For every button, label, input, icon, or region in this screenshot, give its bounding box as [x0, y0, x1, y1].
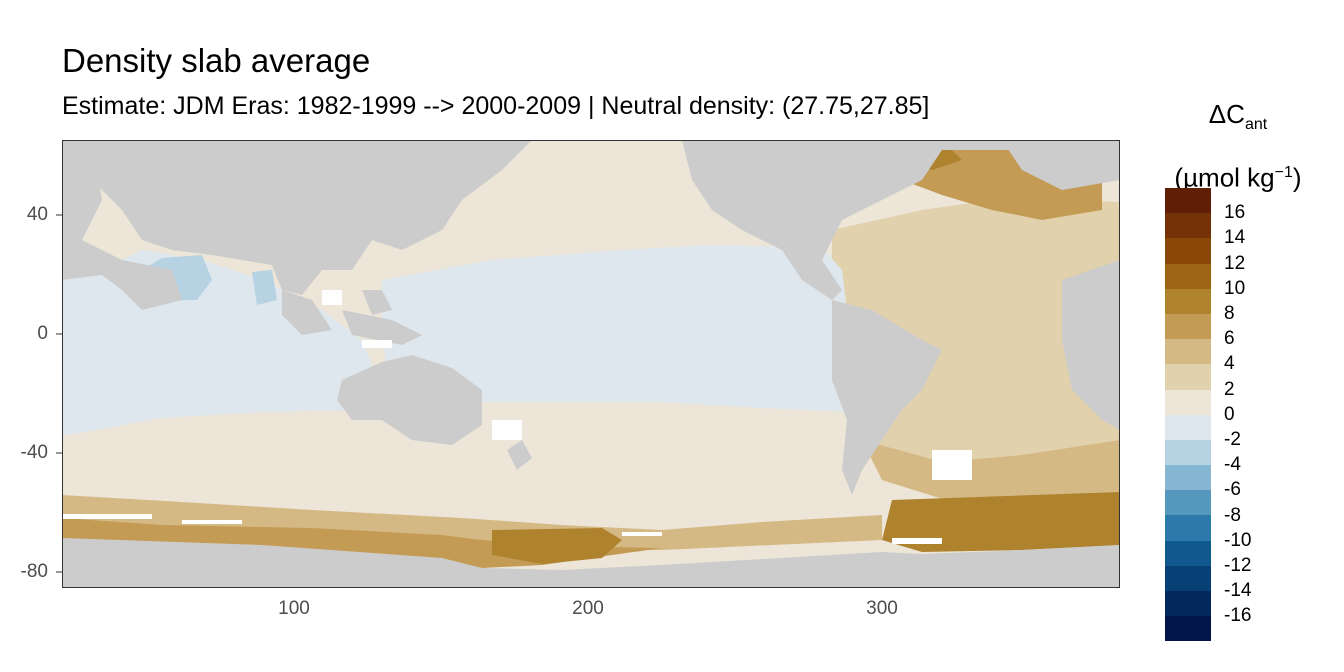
- antarctica: [62, 538, 1120, 588]
- coastal-gaps: [62, 290, 972, 544]
- map-svg: [62, 140, 1120, 588]
- colorbar-label: -14: [1224, 580, 1252, 602]
- new-zealand: [507, 440, 532, 470]
- bay-of-bengal: [252, 270, 277, 305]
- colorbar-swatch: [1165, 490, 1211, 516]
- panel-border: [62, 140, 1120, 588]
- colorbar-swatch: [1165, 213, 1211, 239]
- colorbar-swatch: [1165, 263, 1211, 289]
- colorbar-label: 2: [1224, 378, 1235, 400]
- colorbar-label: -4: [1224, 454, 1241, 476]
- legend-title: ΔCant (µmol kg−1): [1158, 90, 1318, 202]
- colorbar-swatch: [1165, 188, 1211, 214]
- legend-unit-suffix: ): [1292, 162, 1302, 193]
- colorbar-swatch: [1165, 616, 1211, 642]
- ross-sea: [492, 528, 622, 564]
- map-panel: [62, 140, 1120, 588]
- colorbar-label: 12: [1224, 252, 1246, 274]
- colorbar-label: 8: [1224, 303, 1235, 324]
- north-america: [682, 140, 1120, 260]
- x-tick-label: 200: [572, 598, 604, 619]
- colorbar-swatch: [1165, 591, 1211, 617]
- y-tick-label: 40: [26, 204, 48, 225]
- colorbar-label: -8: [1224, 504, 1241, 526]
- y-tick-label: -80: [20, 561, 48, 582]
- south-atlantic-band: [862, 440, 1120, 505]
- colorbar-label: 4: [1224, 353, 1235, 375]
- weddell-sea: [882, 492, 1120, 552]
- legend-unit-prefix: (µmol kg: [1174, 162, 1275, 193]
- colorbar-label: -2: [1224, 429, 1241, 450]
- land: [62, 140, 1120, 588]
- colorbar-label: 6: [1224, 328, 1235, 350]
- south-america: [832, 300, 942, 495]
- tropical-pacific: [382, 245, 852, 412]
- chart-title: Density slab average: [62, 42, 371, 79]
- colorbar-swatch: [1165, 465, 1211, 491]
- africa-main: [1062, 260, 1120, 430]
- central-america: [782, 250, 842, 300]
- y-tick-label: 0: [37, 323, 48, 344]
- legend-symbol: ΔC: [1208, 99, 1245, 129]
- legend-title-unit: (µmol kg−1): [1158, 149, 1318, 202]
- chart-subtitle: Estimate: JDM Eras: 1982-1999 --> 2000-2…: [62, 92, 930, 120]
- colorbar-swatch: [1165, 288, 1211, 314]
- colorbar-swatch: [1165, 313, 1211, 340]
- colorbar-swatch: [1165, 565, 1211, 591]
- eurasia: [62, 140, 532, 295]
- x-tick-label: 100: [278, 598, 310, 619]
- australia: [337, 355, 482, 445]
- africa: [62, 140, 182, 310]
- colorbar-swatch: [1165, 540, 1211, 566]
- colorbar-swatch: [1165, 364, 1211, 390]
- colorbar-swatch: [1165, 414, 1211, 440]
- y-tick-marks: [56, 214, 63, 573]
- greenland: [1002, 140, 1120, 190]
- legend-title-variable: ΔCant: [1158, 90, 1318, 149]
- colorbar-label: -10: [1224, 529, 1252, 551]
- x-tick-label: 300: [866, 598, 898, 619]
- colorbar-swatch: [1165, 339, 1211, 365]
- colorbar-swatch: [1165, 515, 1211, 541]
- colorbar-label: 14: [1224, 227, 1246, 249]
- colorbar-label: -12: [1224, 555, 1252, 576]
- colorbar-label: -6: [1224, 479, 1241, 501]
- colorbar-swatch: [1165, 439, 1211, 466]
- colorbar-swatch: [1165, 389, 1211, 415]
- colorbar-swatch: [1165, 238, 1211, 264]
- colorbar-label: 16: [1224, 202, 1246, 224]
- y-tick-label: -40: [20, 442, 48, 463]
- maritime-continent: [282, 290, 422, 345]
- colorbar-label: 10: [1224, 277, 1246, 299]
- colorbar-label: -16: [1224, 605, 1252, 627]
- colorbar-label: 0: [1224, 403, 1235, 425]
- legend-subscript: ant: [1244, 116, 1268, 134]
- colorbar: [1165, 188, 1211, 642]
- legend-unit-exponent: −1: [1274, 164, 1293, 182]
